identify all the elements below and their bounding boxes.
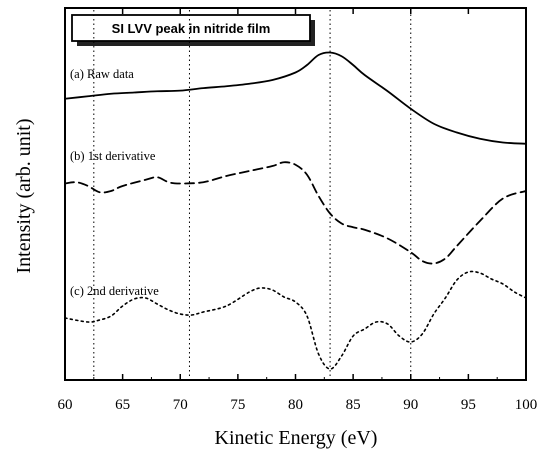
title-box: SI LVV peak in nitride film <box>71 14 315 46</box>
chart-title: SI LVV peak in nitride film <box>112 21 271 36</box>
x-tick-label-0: 60 <box>58 397 73 413</box>
x-tick-label-8: 100 <box>515 397 538 413</box>
x-tick-label-5: 85 <box>346 397 361 413</box>
reference-lines <box>93 10 412 378</box>
x-tick-label-4: 80 <box>288 397 303 413</box>
x-tick-label-2: 70 <box>173 397 188 413</box>
series-group <box>64 51 527 370</box>
series-label-2: (b) 1st derivative <box>70 149 156 163</box>
series-line-1 <box>64 51 527 145</box>
series-labels: (a) Raw data (b) 1st derivative (c) 2nd de… <box>70 67 159 298</box>
x-tick-label-6: 90 <box>403 397 418 413</box>
plot-frame <box>64 7 527 381</box>
series-line-2 <box>64 161 527 265</box>
x-tick-label-3: 75 <box>230 397 245 413</box>
series-label-1: (a) Raw data <box>70 67 134 81</box>
series-line-3 <box>64 270 527 370</box>
x-tick-label-7: 95 <box>461 397 476 413</box>
x-axis-label: Kinetic Energy (eV) <box>215 427 378 449</box>
series-label-3: (c) 2nd derivative <box>70 284 159 298</box>
x-ticks: 60 65 70 75 80 85 90 95 100 <box>58 8 538 413</box>
x-tick-label-1: 65 <box>115 397 130 413</box>
y-axis-label: Intensity (arb. unit) <box>13 119 35 274</box>
